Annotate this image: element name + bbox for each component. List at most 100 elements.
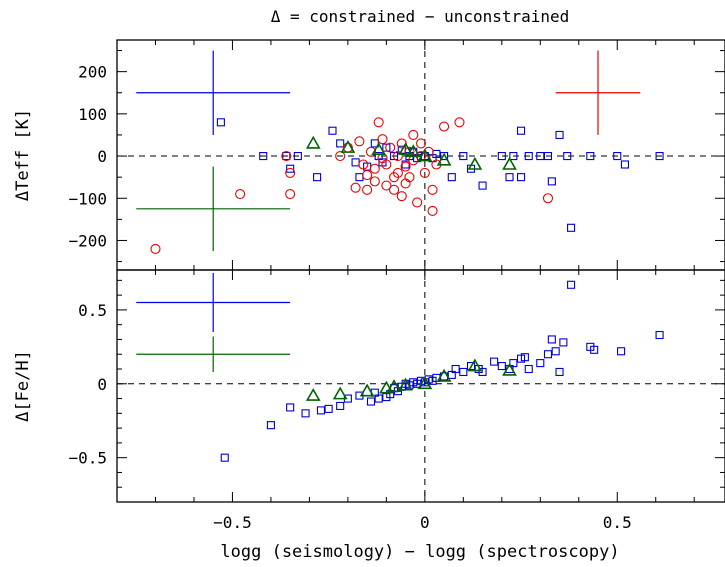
- data-point-square: [567, 280, 576, 289]
- data-point-triangle: [305, 135, 321, 149]
- x-tick-label: 0: [420, 513, 430, 532]
- data-point-square: [374, 394, 383, 403]
- data-point-square: [366, 397, 376, 406]
- data-point-circle: [369, 176, 380, 187]
- data-point-triangle: [467, 358, 483, 372]
- error-bar-cross: [555, 50, 641, 135]
- data-point-square: [478, 181, 487, 190]
- y-tick-label: 200: [78, 63, 107, 82]
- data-point-square: [266, 421, 275, 430]
- data-point-triangle: [502, 362, 517, 376]
- data-point-square: [401, 160, 410, 169]
- data-point-circle: [354, 136, 365, 147]
- data-point-square: [567, 223, 576, 232]
- data-point-circle: [362, 169, 373, 181]
- data-point-circle: [542, 193, 554, 204]
- data-point-square: [617, 347, 626, 356]
- data-point-square: [536, 152, 545, 161]
- data-point-circle: [412, 197, 423, 208]
- data-point-circle: [365, 146, 377, 157]
- y-tick-label: 0: [97, 147, 107, 166]
- data-point-triangle: [502, 156, 517, 170]
- data-point-circle: [408, 129, 419, 141]
- data-point-circle: [385, 142, 396, 153]
- y-tick-label: −0.5: [68, 449, 107, 468]
- data-point-square: [555, 367, 564, 377]
- data-point-square: [259, 152, 268, 161]
- data-point-square: [293, 152, 302, 161]
- data-point-square: [336, 139, 345, 148]
- data-point-square: [497, 152, 506, 161]
- data-point-square: [563, 152, 572, 161]
- error-bar-cross: [136, 272, 291, 333]
- data-point-square: [316, 406, 325, 415]
- data-point-square: [220, 453, 229, 462]
- data-point-square: [547, 335, 556, 344]
- data-point-circle: [392, 151, 403, 162]
- data-point-square: [490, 357, 499, 366]
- data-point-square: [524, 364, 533, 374]
- x-tick-label: −0.5: [213, 513, 252, 532]
- data-point-square: [497, 362, 506, 371]
- data-point-circle: [377, 134, 388, 145]
- data-point-circle: [392, 167, 403, 178]
- data-point-triangle: [386, 379, 402, 393]
- data-point-square: [313, 173, 322, 182]
- data-point-triangle: [359, 383, 375, 397]
- data-point-circle: [381, 159, 392, 170]
- data-point-triangle: [417, 376, 433, 390]
- error-bar-cross: [136, 50, 291, 135]
- data-point-square: [559, 338, 568, 347]
- data-point-circle: [419, 167, 430, 178]
- data-point-square: [555, 130, 564, 140]
- plot-frame: [116, 269, 725, 503]
- data-point-circle: [281, 151, 292, 162]
- error-bar-cross: [136, 336, 291, 372]
- data-point-square: [328, 126, 337, 135]
- data-point-circle: [389, 184, 400, 195]
- data-point-square: [301, 409, 310, 418]
- data-point-square: [351, 158, 360, 167]
- data-point-triangle: [398, 142, 413, 156]
- data-point-square: [517, 173, 526, 182]
- data-point-square: [216, 118, 225, 127]
- data-point-square: [459, 367, 468, 377]
- data-point-square: [524, 152, 533, 161]
- data-point-square: [282, 152, 291, 161]
- data-point-square: [620, 160, 629, 169]
- data-point-square: [459, 152, 468, 161]
- data-point-square: [336, 401, 345, 410]
- data-point-square: [551, 347, 560, 356]
- data-point-triangle: [398, 377, 413, 391]
- data-point-circle: [381, 180, 392, 191]
- data-point-circle: [454, 117, 465, 128]
- data-point-square: [390, 152, 399, 161]
- data-point-circle: [400, 161, 411, 172]
- y-tick-label: 0: [97, 375, 107, 394]
- data-point-square: [509, 359, 518, 368]
- data-point-triangle: [340, 140, 356, 153]
- data-point-square: [451, 364, 460, 374]
- chart-title: Δ = constrained − unconstrained: [271, 7, 570, 26]
- data-point-triangle: [332, 386, 348, 400]
- data-point-circle: [396, 191, 407, 202]
- data-point-square: [447, 173, 456, 182]
- data-point-square: [286, 403, 295, 412]
- data-point-circle: [285, 188, 296, 200]
- y-tick-label: 100: [78, 105, 107, 124]
- x-axis-label: logg (seismology) − logg (spectroscopy): [220, 542, 619, 562]
- data-point-square: [655, 330, 664, 340]
- data-point-circle: [404, 172, 415, 183]
- data-point-square: [655, 152, 664, 161]
- panel-delta-teff: −200 −100 0 100 200 ΔTeff [K]: [13, 39, 725, 271]
- data-point-circle: [373, 117, 384, 128]
- y-tick-label: −100: [68, 189, 107, 208]
- data-point-square: [478, 367, 487, 377]
- data-point-triangle: [436, 368, 452, 382]
- y-axis-label: ΔTeff [K]: [13, 109, 33, 201]
- data-point-square: [613, 152, 622, 161]
- data-point-circle: [150, 243, 161, 254]
- data-point-circle: [358, 159, 369, 170]
- data-point-square: [286, 164, 295, 173]
- data-point-square: [547, 177, 556, 186]
